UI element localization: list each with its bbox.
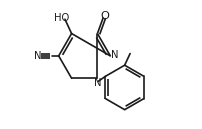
Text: N: N [34,51,41,61]
Text: N: N [111,50,119,60]
Text: O: O [100,11,109,21]
Text: HO: HO [54,13,69,23]
Text: N: N [94,78,102,88]
